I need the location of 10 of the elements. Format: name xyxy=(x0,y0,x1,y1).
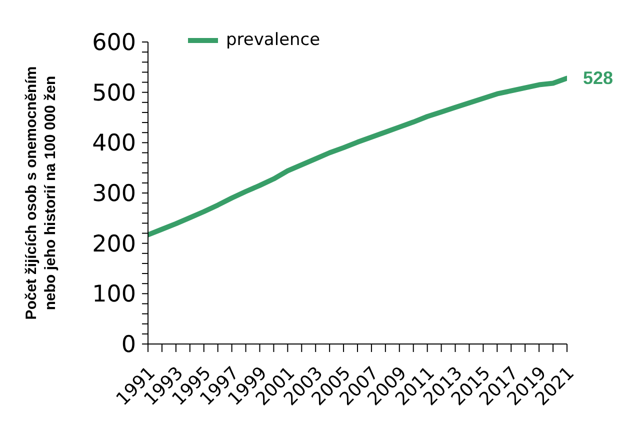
y-tick-label: 200 xyxy=(92,231,136,258)
y-axis-title: Počet žijících osob s onemocněním nebo jeho historií na 100 000 žen xyxy=(23,66,59,320)
y-tick-label: 600 xyxy=(92,30,136,56)
data-label: 528 xyxy=(583,68,614,88)
y-tick-label: 0 xyxy=(121,332,136,358)
y-tick-label: 500 xyxy=(92,80,136,106)
y-tick-label: 100 xyxy=(92,282,136,308)
legend-label: prevalence xyxy=(226,30,320,50)
y-tick-label: 400 xyxy=(92,130,136,157)
y-tick-label: 300 xyxy=(92,181,136,207)
